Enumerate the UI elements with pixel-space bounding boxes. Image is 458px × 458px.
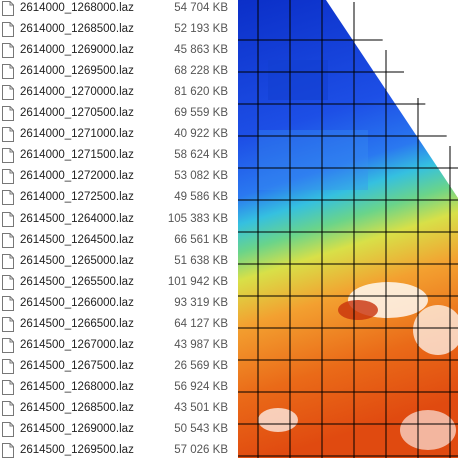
file-row[interactable]: 2614500_1269000.laz 50 543 KB <box>0 420 236 441</box>
file-name: 2614500_1265000.laz <box>20 254 134 267</box>
file-row[interactable]: 2614500_1265500.laz 101 942 KB <box>0 273 236 294</box>
file-row[interactable]: 2614000_1270000.laz 81 620 KB <box>0 83 236 104</box>
file-row[interactable]: 2614500_1264500.laz 66 561 KB <box>0 231 236 252</box>
file-size: 57 026 KB <box>174 444 228 457</box>
file-row[interactable]: 2614500_1268000.laz 56 924 KB <box>0 378 236 399</box>
file-size: 43 501 KB <box>174 401 228 414</box>
file-icon <box>2 400 14 416</box>
file-size: 56 924 KB <box>174 380 228 393</box>
file-row[interactable]: 2614500_1267000.laz 43 987 KB <box>0 336 236 357</box>
file-size: 101 942 KB <box>167 275 228 288</box>
file-row[interactable]: 2614000_1268000.laz 54 704 KB <box>0 0 236 20</box>
file-row[interactable]: 2614500_1269500.laz 57 026 KB <box>0 441 236 458</box>
point-cloud-view <box>238 0 458 458</box>
file-size: 45 863 KB <box>174 44 228 57</box>
file-size: 58 624 KB <box>174 149 228 162</box>
file-size: 51 638 KB <box>174 254 228 267</box>
file-size: 64 127 KB <box>174 317 228 330</box>
file-icon <box>2 211 14 227</box>
file-row[interactable]: 2614500_1264000.laz 105 383 KB <box>0 210 236 231</box>
file-name: 2614500_1264000.laz <box>20 212 134 225</box>
file-icon <box>2 253 14 269</box>
file-size: 26 569 KB <box>174 359 228 372</box>
file-icon <box>2 148 14 164</box>
file-size: 69 559 KB <box>174 107 228 120</box>
file-size: 50 543 KB <box>174 423 228 435</box>
file-name: 2614000_1268500.laz <box>20 23 134 36</box>
file-icon <box>2 127 14 143</box>
file-size: 68 228 KB <box>174 65 228 78</box>
file-size: 54 704 KB <box>174 2 228 14</box>
file-name: 2614500_1269000.laz <box>20 423 134 435</box>
file-icon <box>2 443 14 458</box>
file-icon <box>2 379 14 395</box>
file-row[interactable]: 2614500_1266500.laz 64 127 KB <box>0 315 236 336</box>
raster <box>238 0 458 458</box>
file-name: 2614000_1269500.laz <box>20 65 134 78</box>
file-name: 2614000_1269000.laz <box>20 44 134 57</box>
file-icon <box>2 295 14 311</box>
file-name: 2614500_1267500.laz <box>20 359 134 372</box>
file-icon <box>2 422 14 437</box>
file-size: 105 383 KB <box>167 212 228 225</box>
file-name: 2614000_1272500.laz <box>20 191 134 204</box>
file-name: 2614000_1271500.laz <box>20 149 134 162</box>
file-size: 81 620 KB <box>174 86 228 99</box>
file-icon <box>2 106 14 122</box>
file-icon <box>2 1 14 16</box>
file-name: 2614000_1270500.laz <box>20 107 134 120</box>
file-name: 2614500_1269500.laz <box>20 444 134 457</box>
file-row[interactable]: 2614000_1270500.laz 69 559 KB <box>0 104 236 125</box>
file-row[interactable]: 2614000_1268500.laz 52 193 KB <box>0 20 236 41</box>
file-row[interactable]: 2614000_1271000.laz 40 922 KB <box>0 125 236 146</box>
file-size: 93 319 KB <box>174 296 228 309</box>
file-row[interactable]: 2614500_1267500.laz 26 569 KB <box>0 357 236 378</box>
file-name: 2614000_1270000.laz <box>20 86 134 99</box>
file-size: 40 922 KB <box>174 128 228 141</box>
file-name: 2614500_1264500.laz <box>20 233 134 246</box>
file-size: 53 082 KB <box>174 170 228 183</box>
file-icon <box>2 43 14 59</box>
file-name: 2614500_1267000.laz <box>20 338 134 351</box>
file-row[interactable]: 2614000_1272500.laz 49 586 KB <box>0 188 236 209</box>
file-name: 2614000_1272000.laz <box>20 170 134 183</box>
file-name: 2614500_1266500.laz <box>20 317 134 330</box>
file-icon <box>2 22 14 38</box>
file-list: 2614000_1268000.laz 54 704 KB 2614000_1268… <box>0 0 236 458</box>
file-name: 2614500_1266000.laz <box>20 296 134 309</box>
file-row[interactable]: 2614500_1268500.laz 43 501 KB <box>0 399 236 420</box>
tile-grid <box>238 0 458 458</box>
file-icon <box>2 316 14 332</box>
file-row[interactable]: 2614000_1269000.laz 45 863 KB <box>0 41 236 62</box>
file-row[interactable]: 2614000_1271500.laz 58 624 KB <box>0 146 236 167</box>
file-name: 2614500_1265500.laz <box>20 275 134 288</box>
file-icon <box>2 169 14 185</box>
file-name: 2614500_1268500.laz <box>20 401 134 414</box>
file-size: 49 586 KB <box>174 191 228 204</box>
file-size: 66 561 KB <box>174 233 228 246</box>
file-icon <box>2 358 14 374</box>
file-size: 43 987 KB <box>174 338 228 351</box>
file-icon <box>2 85 14 101</box>
file-size: 52 193 KB <box>174 23 228 36</box>
file-icon <box>2 64 14 80</box>
file-icon <box>2 190 14 206</box>
file-row[interactable]: 2614000_1269500.laz 68 228 KB <box>0 62 236 83</box>
file-icon <box>2 274 14 290</box>
file-icon <box>2 337 14 353</box>
file-icon <box>2 232 14 248</box>
file-row[interactable]: 2614500_1266000.laz 93 319 KB <box>0 294 236 315</box>
file-row[interactable]: 2614500_1265000.laz 51 638 KB <box>0 252 236 273</box>
file-name: 2614000_1271000.laz <box>20 128 134 141</box>
file-name: 2614500_1268000.laz <box>20 380 134 393</box>
file-row[interactable]: 2614000_1272000.laz 53 082 KB <box>0 167 236 188</box>
file-name: 2614000_1268000.laz <box>20 2 134 14</box>
